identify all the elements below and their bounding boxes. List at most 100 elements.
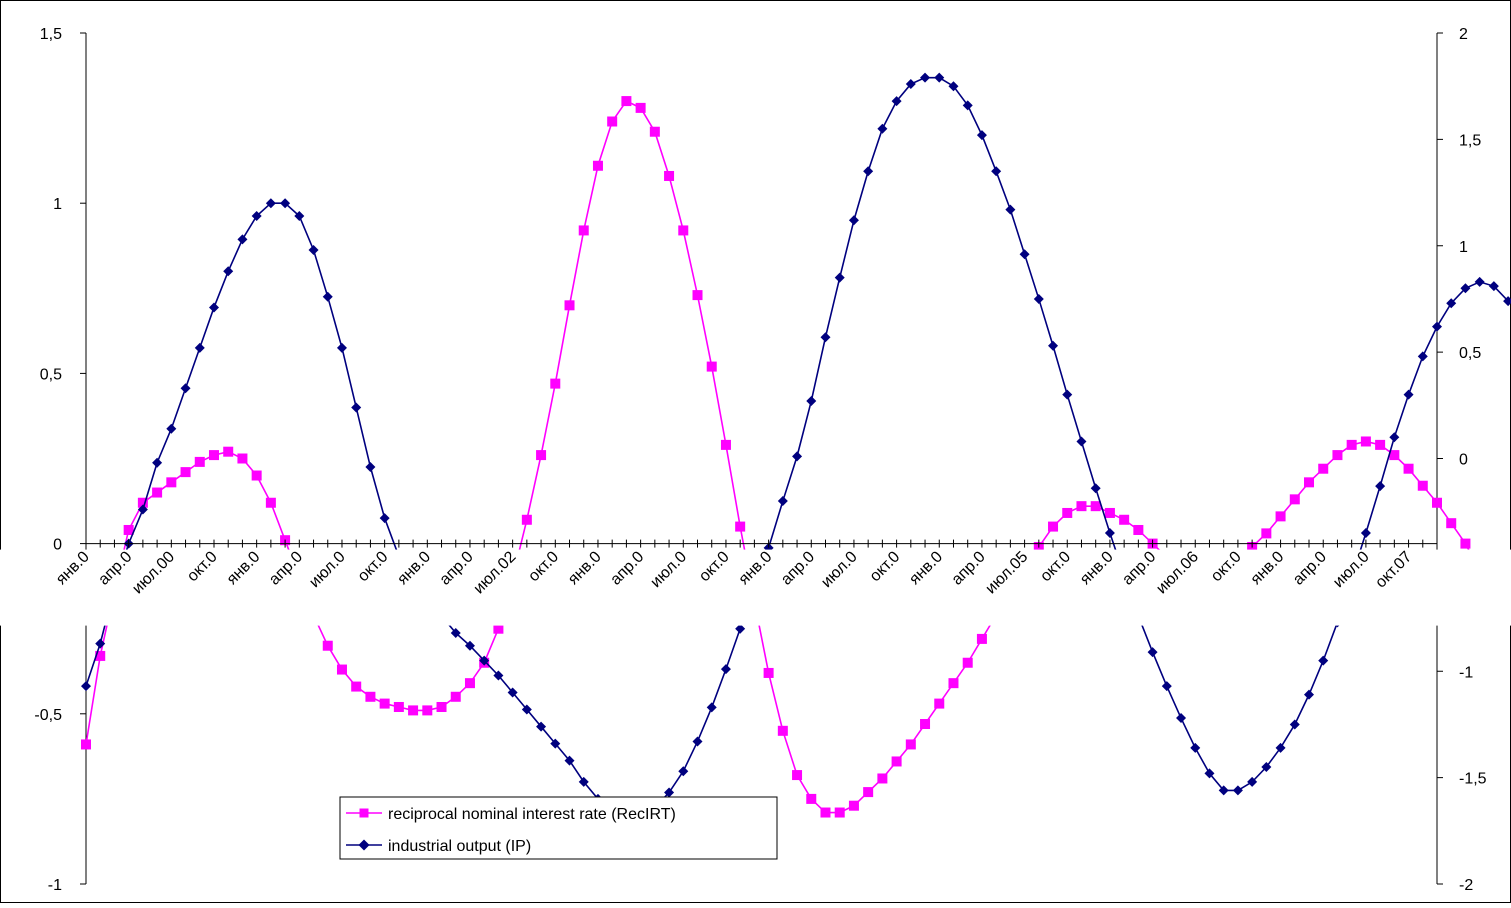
data-point [408,705,419,716]
data-point [1432,497,1442,508]
data-point [1076,501,1087,512]
data-point [152,457,163,468]
data-point [1090,483,1101,494]
data-point [1403,463,1414,474]
data-point [834,272,845,283]
data-point [1005,204,1016,215]
left-y-tick-label: 1,5 [40,26,62,43]
data-point [1417,351,1428,362]
data-point [521,704,532,715]
data-point [95,650,106,661]
data-point [1446,298,1457,309]
data-point [1360,436,1371,447]
data-point [1104,507,1115,518]
data-point [550,378,561,389]
left-y-tick-label: 0 [53,537,62,554]
data-point [1289,494,1300,505]
data-point [863,166,874,177]
data-point [1119,514,1130,525]
data-point [564,755,575,766]
data-point [692,290,703,301]
data-point [735,623,746,634]
right-y-tick-label: 2 [1459,26,1468,43]
data-point [962,100,973,111]
data-point [351,402,362,413]
left-y-tick-label: 1 [53,196,62,213]
data-point [578,225,589,236]
x-label-band [0,549,1511,626]
data-point [251,470,262,481]
data-point [777,725,788,736]
data-point [422,705,433,716]
data-point [265,198,276,209]
data-point [962,657,973,668]
data-point [976,130,987,141]
data-point [607,116,618,127]
data-point [1460,538,1471,549]
data-point [1261,528,1272,539]
data-point [991,166,1002,177]
data-point [180,467,191,478]
data-point [208,450,219,461]
legend-label-recirt: reciprocal nominal interest rate (RecIRT… [388,806,676,823]
left-y-tick-label: -0,5 [34,707,62,724]
data-point [834,807,845,818]
data-point [152,487,163,498]
data-point [1218,785,1229,796]
data-point [720,439,731,450]
data-point [877,773,888,784]
data-point [123,524,134,535]
legend: reciprocal nominal interest rate (RecIRT… [339,796,778,860]
data-point [322,640,333,651]
data-point [81,681,91,692]
data-point [521,514,532,525]
data-point [1275,511,1286,522]
data-point [1275,742,1286,753]
data-point [664,170,675,181]
data-point [763,667,774,678]
data-point [1289,719,1300,730]
data-point [393,701,404,712]
data-point [351,681,362,692]
data-point [450,627,461,638]
legend-marker-recirt [359,808,369,818]
data-point [905,79,916,90]
data-point [820,807,831,818]
data-point [493,623,504,634]
data-point [336,664,347,675]
data-point [706,361,717,372]
right-y-tick-label: 0,5 [1459,345,1481,362]
data-point [1474,276,1485,287]
data-point [578,776,589,787]
data-point [1019,249,1030,260]
data-point [1048,521,1059,532]
left-y-tick-label: -1 [48,877,62,894]
data-point [308,245,319,256]
right-y-tick-label: 1,5 [1459,132,1481,149]
data-point [536,721,547,732]
data-point [1446,518,1457,529]
data-point [1304,477,1315,488]
legend-marker-ip [358,839,370,851]
data-point [294,210,305,221]
data-point [1062,507,1073,518]
data-point [621,96,632,107]
data-point [1389,432,1400,443]
data-point [95,638,106,649]
data-point [479,655,490,666]
data-point [180,383,191,394]
data-point [464,678,475,689]
right-y-tick-label: 0 [1459,452,1468,469]
left-y-tick-label: 0,5 [40,366,62,383]
right-y-tick-label: -1 [1459,664,1473,681]
data-point [877,123,888,134]
data-point [1318,655,1329,666]
data-point [592,160,603,171]
data-point [1318,463,1329,474]
data-point [1375,481,1386,492]
data-point [536,450,547,461]
